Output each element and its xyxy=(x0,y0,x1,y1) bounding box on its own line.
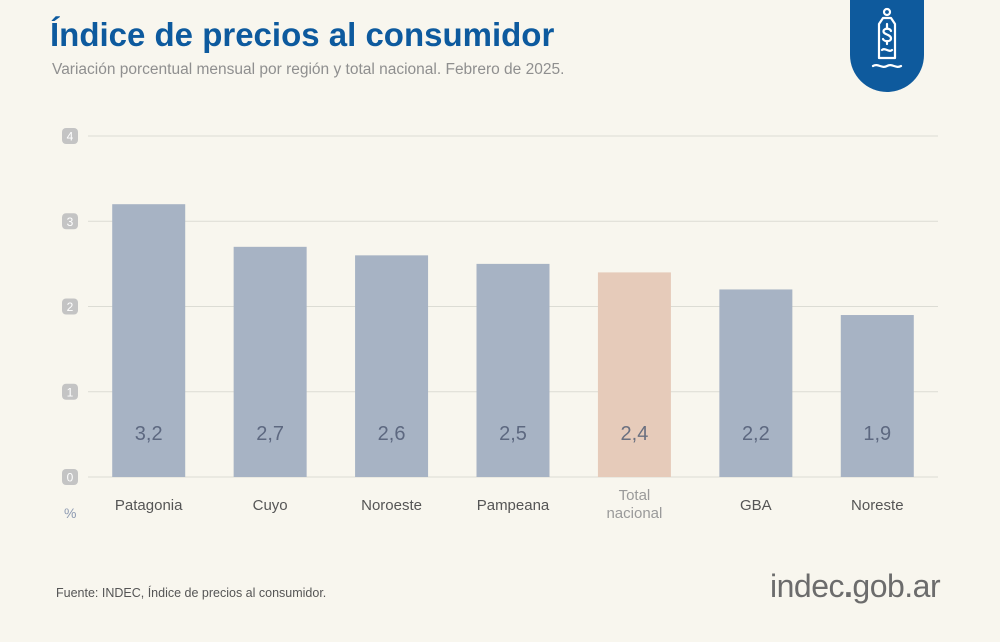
logo-main: indec xyxy=(770,568,845,604)
y-tick-label: 0 xyxy=(67,471,74,485)
bar xyxy=(840,315,914,477)
category-label: Total nacional xyxy=(606,487,662,522)
bar xyxy=(112,204,186,477)
page-subtitle: Variación porcentual mensual por región … xyxy=(52,61,565,78)
y-tick-badge xyxy=(62,298,78,315)
bar-value-label: 1,9 xyxy=(863,423,891,445)
y-tick-badge xyxy=(62,469,78,485)
y-tick-badge xyxy=(62,213,78,230)
category-label: Noreste xyxy=(851,497,904,514)
bar-value-label: 2,4 xyxy=(621,423,649,445)
y-axis-unit-label: % xyxy=(64,505,77,521)
bar xyxy=(233,246,307,477)
bar xyxy=(597,272,671,477)
logo-domain: gob.ar xyxy=(852,568,941,604)
category-label: GBA xyxy=(740,497,772,514)
y-tick-label: 1 xyxy=(67,385,74,399)
bar xyxy=(719,289,793,477)
price-tag-dollar-icon xyxy=(871,7,903,68)
bar-value-label: 3,2 xyxy=(135,423,163,445)
source-note: Fuente: INDEC, Índice de precios al cons… xyxy=(56,586,327,600)
bar xyxy=(476,263,550,477)
logo-dot: . xyxy=(844,568,853,604)
y-tick-badge xyxy=(62,383,78,400)
y-tick-badge xyxy=(62,128,78,144)
bar-value-label: 2,5 xyxy=(499,423,527,445)
indec-logo[interactable]: indec.gob.ar xyxy=(770,568,941,605)
page-title: Índice de precios al consumidor xyxy=(50,16,555,53)
y-tick-label: 3 xyxy=(67,215,74,229)
bar-value-label: 2,7 xyxy=(256,423,284,445)
y-tick-label: 4 xyxy=(67,130,74,144)
category-label: Cuyo xyxy=(253,497,288,514)
price-tag-badge xyxy=(850,0,924,92)
bar-value-label: 2,6 xyxy=(378,423,406,445)
category-label: Patagonia xyxy=(115,497,183,514)
category-label: Noroeste xyxy=(361,497,422,514)
bar-value-label: 2,2 xyxy=(742,423,770,445)
y-tick-label: 2 xyxy=(67,300,74,314)
category-label: Pampeana xyxy=(477,497,550,514)
bar xyxy=(355,255,429,477)
